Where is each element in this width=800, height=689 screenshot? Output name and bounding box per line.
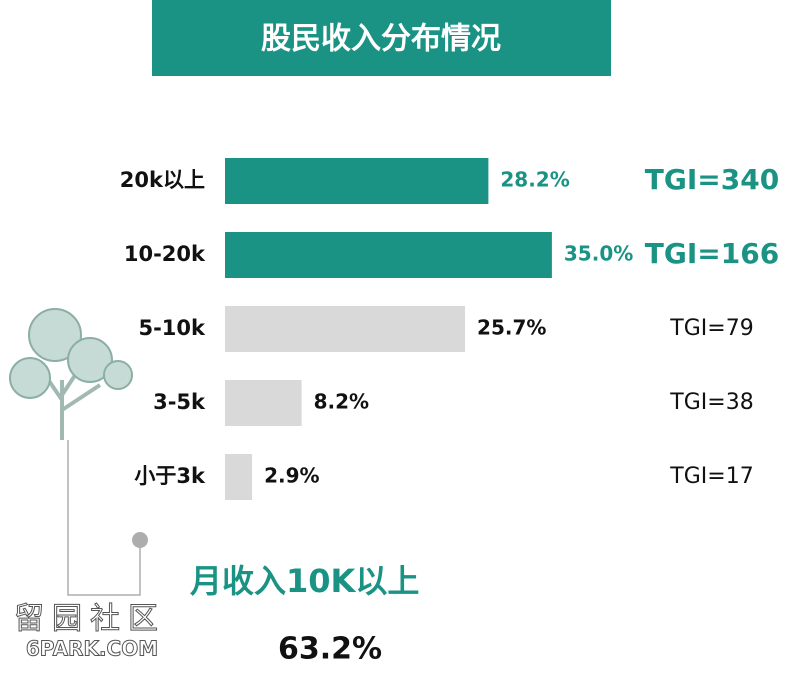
value-label: 35.0% bbox=[564, 242, 633, 266]
bar bbox=[225, 380, 302, 426]
category-label: 5-10k bbox=[138, 316, 206, 340]
tree-icon bbox=[9, 308, 148, 596]
tgi-label: TGI=17 bbox=[669, 464, 753, 489]
tgi-label: TGI=38 bbox=[669, 390, 753, 415]
category-label: 10-20k bbox=[124, 242, 206, 266]
tgi-label: TGI=166 bbox=[645, 237, 779, 270]
category-label: 小于3k bbox=[134, 464, 206, 488]
bar bbox=[225, 232, 552, 278]
summary-label: 月收入10K以上 bbox=[190, 562, 419, 600]
summary-value: 63.2% bbox=[278, 632, 382, 667]
value-label: 25.7% bbox=[477, 316, 546, 340]
title-box bbox=[152, 0, 611, 76]
bar bbox=[225, 306, 466, 352]
value-label: 2.9% bbox=[264, 464, 319, 488]
bar bbox=[225, 158, 489, 204]
category-label: 20k以上 bbox=[120, 168, 205, 192]
bar bbox=[225, 454, 253, 500]
chart-title: 股民收入分布情况 bbox=[261, 22, 501, 57]
tgi-label: TGI=340 bbox=[645, 163, 779, 196]
watermark: 6PARK.COM bbox=[26, 637, 158, 661]
watermark: 留园社区 bbox=[14, 602, 166, 637]
value-label: 28.2% bbox=[500, 168, 569, 192]
tgi-label: TGI=79 bbox=[669, 316, 753, 341]
category-label: 3-5k bbox=[153, 390, 206, 414]
value-label: 8.2% bbox=[314, 390, 369, 414]
